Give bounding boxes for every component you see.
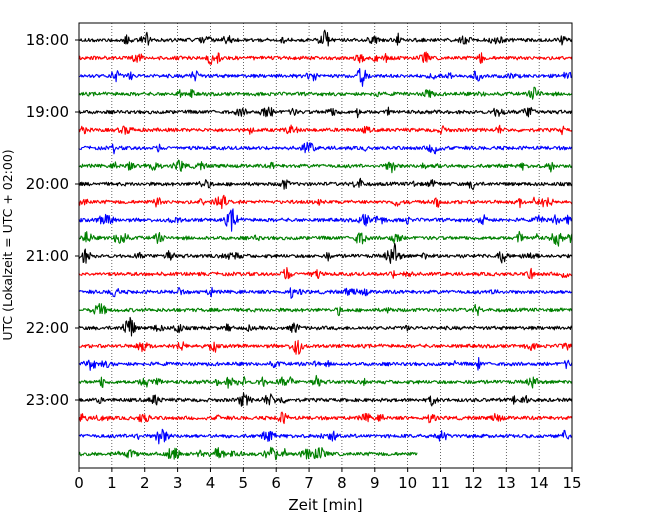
vertical-grid: [111, 23, 540, 468]
trace-row-2000: [78, 177, 573, 191]
y-tick-label-2200: 22:00: [26, 319, 69, 337]
trace-row-2330: [78, 428, 573, 445]
trace-row-1945: [78, 159, 573, 174]
y-tick-label-2100: 21:00: [26, 247, 69, 265]
x-tick-label-1: 1: [107, 474, 117, 492]
trace-row-2300: [78, 392, 573, 407]
trace-row-2115: [78, 267, 573, 280]
y-axis-ticks: 18:00 19:00 20:00 21:00 22:00 23:00: [26, 31, 79, 409]
trace-row-1815: [78, 51, 573, 65]
x-tick-label-9: 9: [370, 474, 380, 492]
trace-row-2030: [78, 208, 573, 232]
trace-row-2045: [78, 230, 573, 247]
x-axis-ticks: 0 1 2 3 4 5 6 7 8 9 10 11 12 13 14 15: [74, 468, 582, 492]
y-tick-label-1900: 19:00: [26, 103, 69, 121]
x-tick-label-10: 10: [398, 474, 417, 492]
x-axis-label: Zeit [min]: [288, 496, 362, 514]
x-tick-label-3: 3: [173, 474, 183, 492]
x-tick-label-6: 6: [271, 474, 281, 492]
trace-row-2245: [78, 374, 573, 389]
y-tick-label-2300: 23:00: [26, 391, 69, 409]
x-tick-label-8: 8: [337, 474, 347, 492]
x-tick-label-5: 5: [239, 474, 249, 492]
y-tick-label-1800: 18:00: [26, 31, 69, 49]
trace-row-2345: [78, 446, 418, 461]
x-tick-label-11: 11: [431, 474, 450, 492]
x-tick-label-7: 7: [304, 474, 314, 492]
x-tick-label-2: 2: [140, 474, 150, 492]
trace-row-2315: [78, 411, 573, 425]
trace-row-1845: [78, 86, 573, 100]
trace-row-1900: [78, 106, 573, 119]
x-tick-label-13: 13: [497, 474, 516, 492]
x-tick-label-15: 15: [562, 474, 581, 492]
trace-row-2145: [78, 303, 573, 317]
x-tick-label-12: 12: [464, 474, 483, 492]
x-tick-label-0: 0: [74, 474, 84, 492]
trace-row-2015: [78, 194, 573, 210]
trace-row-2100: [78, 242, 573, 264]
trace-row-2215: [78, 339, 573, 355]
trace-row-1930: [78, 141, 573, 155]
trace-row-1830: [78, 67, 573, 87]
seismic-traces: [78, 29, 573, 461]
y-axis-label: UTC (Lokalzeit = UTC + 02:00): [0, 149, 15, 340]
trace-row-2230: [78, 357, 573, 371]
x-tick-label-14: 14: [530, 474, 549, 492]
plot-frame: [78, 22, 573, 469]
trace-row-2200: [78, 316, 573, 337]
y-tick-label-2000: 20:00: [26, 175, 69, 193]
trace-row-1800: [78, 29, 573, 47]
trace-row-2130: [78, 286, 573, 299]
x-tick-label-4: 4: [206, 474, 216, 492]
trace-row-1915: [78, 124, 573, 136]
